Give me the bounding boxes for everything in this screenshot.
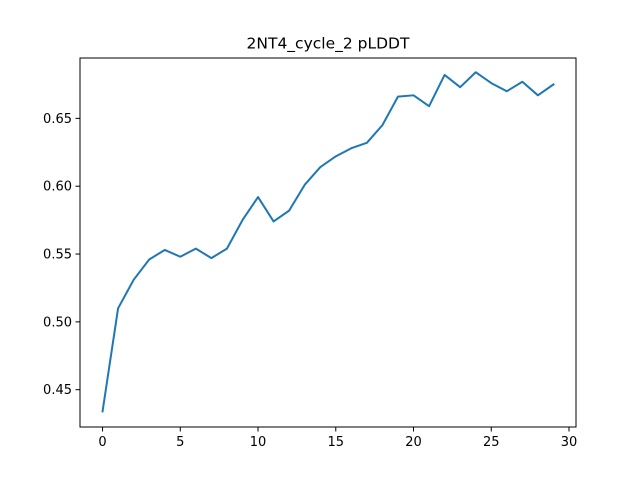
- y-tick-label: 0.50: [43, 315, 72, 330]
- y-tick-label: 0.65: [43, 112, 72, 127]
- series-line: [101, 71, 555, 413]
- x-tick-label: 15: [328, 435, 345, 450]
- plot-frame: [79, 57, 577, 428]
- x-tick-label: 30: [561, 435, 578, 450]
- series-layer: [101, 71, 555, 413]
- x-tick-label: 5: [176, 435, 184, 450]
- chart-title: 2NT4_cycle_2 pLDDT: [247, 35, 410, 54]
- y-tick-label: 0.55: [43, 248, 72, 263]
- x-tick-label: 0: [98, 435, 106, 450]
- x-tick-label: 10: [250, 435, 267, 450]
- y-tick-label: 0.60: [43, 180, 72, 195]
- x-tick-label: 25: [483, 435, 500, 450]
- y-tick-label: 0.45: [43, 383, 72, 398]
- x-tick-label: 20: [405, 435, 422, 450]
- axes: 0 5 10 15 20 25 30 0.45 0.50 0.55 0.60 0.65: [43, 112, 577, 450]
